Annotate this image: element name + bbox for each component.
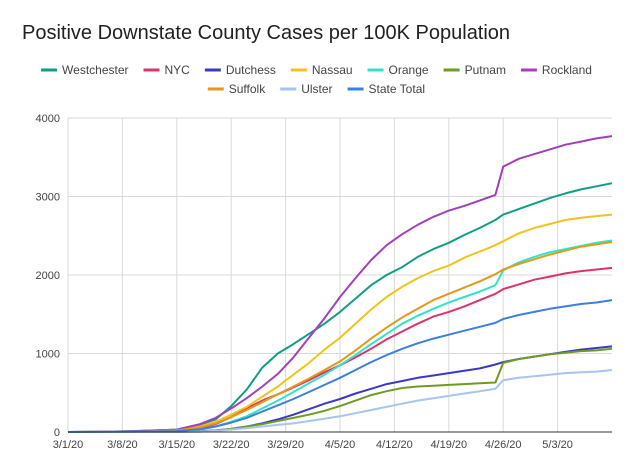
series-line-state-total	[67, 299, 613, 433]
series-line-nyc	[67, 266, 613, 433]
x-tick-label: 4/26/20	[485, 439, 522, 451]
x-tick-label: 5/3/20	[542, 439, 573, 451]
grid	[67, 117, 612, 432]
y-tick-label: 3000	[36, 192, 60, 204]
legend-item-putnam: Putnam	[443, 63, 506, 77]
legend-label: Ulster	[301, 82, 332, 96]
legend-item-orange: Orange	[367, 63, 429, 77]
legend-item-state-total: State Total	[347, 82, 425, 96]
y-tick-label: 4000	[36, 113, 60, 125]
x-tick-label: 4/19/20	[430, 439, 467, 451]
x-tick-label: 3/15/20	[158, 439, 195, 451]
legend-label: NYC	[165, 63, 191, 77]
legend-label: Orange	[389, 63, 429, 77]
x-tick-label: 3/29/20	[267, 439, 304, 451]
legend-item-dutchess: Dutchess	[204, 63, 276, 77]
series-line-rockland	[67, 135, 613, 433]
legend-label: Nassau	[312, 63, 353, 77]
x-tick-label: 4/12/20	[376, 439, 413, 451]
series-lines	[67, 135, 613, 433]
legend: Westchester NYC Dutchess Nassau Orange Putnam…	[41, 63, 592, 96]
legend-label: Suffolk	[229, 82, 266, 96]
x-tick-label: 3/22/20	[213, 439, 250, 451]
y-tick-label: 1000	[36, 349, 60, 361]
legend-label: Westchester	[62, 63, 128, 77]
legend-label: Putnam	[465, 63, 506, 77]
y-tick-label: 0	[54, 427, 60, 439]
legend-label: Rockland	[542, 63, 592, 77]
legend-item-ulster: Ulster	[280, 82, 333, 96]
legend-item-nassau: Nassau	[290, 63, 353, 77]
axes: 0 1000 2000 3000 4000 3/1/20 3/8/20 3/15/20 3/22…	[36, 113, 612, 451]
legend-label: Dutchess	[226, 63, 276, 77]
legend-item-suffolk: Suffolk	[207, 82, 266, 96]
chart-title: Positive Downstate County Cases per 100K…	[22, 22, 511, 44]
legend-item-nyc: NYC	[143, 63, 191, 77]
x-tick-label: 4/5/20	[325, 439, 356, 451]
legend-item-westchester: Westchester	[41, 63, 129, 77]
series-line-suffolk	[67, 241, 613, 433]
legend-label: State Total	[369, 82, 425, 96]
legend-item-rockland: Rockland	[520, 63, 592, 77]
x-tick-label: 3/1/20	[53, 439, 84, 451]
series-line-nassau	[67, 213, 613, 433]
series-line-ulster	[68, 369, 613, 433]
y-tick-label: 2000	[36, 270, 60, 282]
x-tick-label: 3/8/20	[107, 439, 138, 451]
